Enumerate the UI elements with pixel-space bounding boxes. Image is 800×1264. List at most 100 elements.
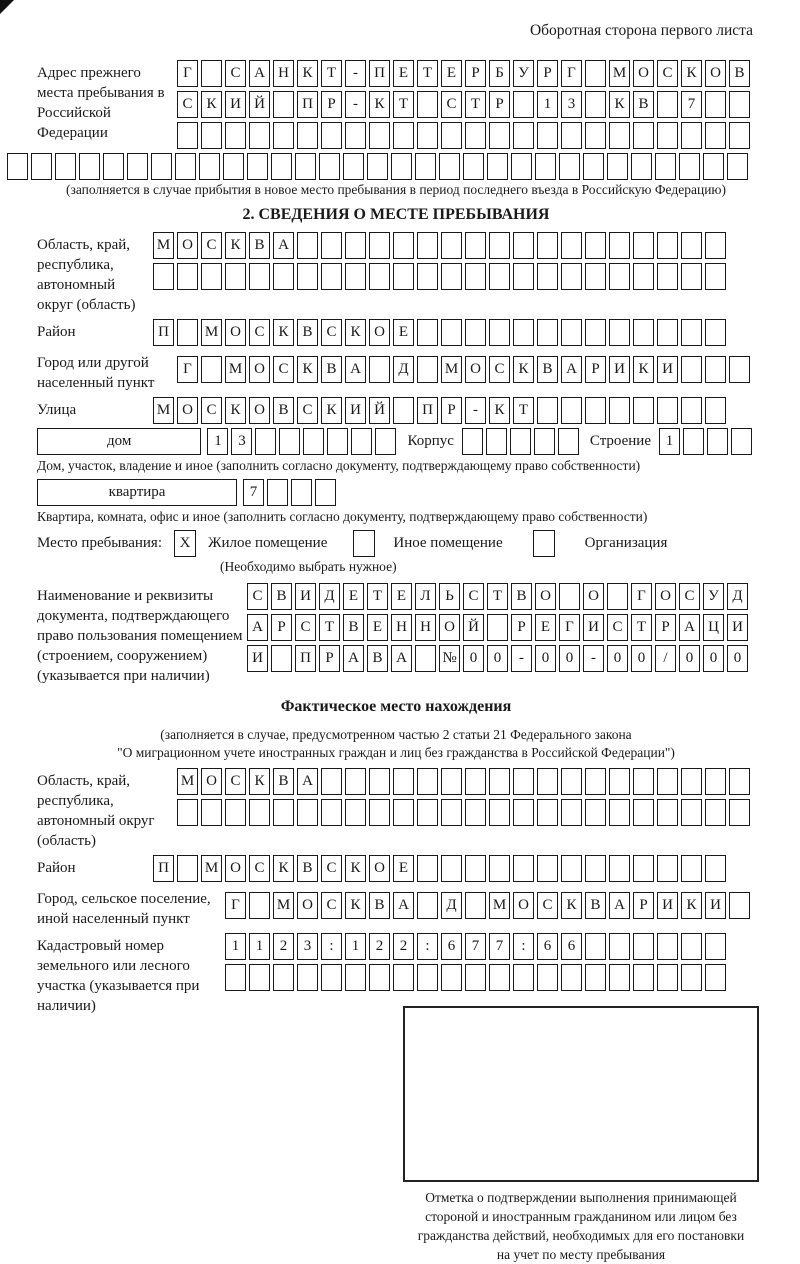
char-box: К <box>297 60 318 87</box>
char-box <box>417 91 438 118</box>
stamp-caption-line-4: на учет по месту пребывания <box>496 1247 666 1262</box>
char-box <box>417 356 438 383</box>
actual-location-note-2: "О миграционном учете иностранных гражда… <box>117 745 675 760</box>
char-box: 6 <box>441 933 462 960</box>
char-box <box>731 428 752 455</box>
char-box: О <box>369 319 390 346</box>
char-box <box>273 964 294 991</box>
char-box: И <box>609 356 630 383</box>
char-box: К <box>273 855 294 882</box>
char-box: В <box>511 583 532 610</box>
char-box: О <box>177 397 198 424</box>
char-box: С <box>657 60 678 87</box>
char-box <box>417 232 438 259</box>
char-box: В <box>367 645 388 672</box>
char-box: С <box>249 855 270 882</box>
char-box: К <box>297 356 318 383</box>
document-row-3: И П Р А В А № 0 0-0 0-0 0/0 0 0 <box>247 645 751 672</box>
char-box <box>417 799 438 826</box>
char-box: П <box>297 91 318 118</box>
char-box: И <box>727 614 748 641</box>
char-box <box>705 933 726 960</box>
char-box: Р <box>655 614 676 641</box>
char-box: Н <box>273 60 294 87</box>
char-box: К <box>345 319 366 346</box>
char-box: М <box>225 356 246 383</box>
char-box <box>537 397 558 424</box>
char-box: - <box>583 645 604 672</box>
char-box <box>657 122 678 149</box>
stay-type-checkbox-residential: X <box>174 530 196 557</box>
char-box: С <box>679 583 700 610</box>
char-box: В <box>273 397 294 424</box>
char-box <box>393 122 414 149</box>
char-box: С <box>537 892 558 919</box>
char-box <box>729 799 750 826</box>
street-label: Улица <box>37 402 77 418</box>
stroenie-boxes: 1 <box>659 428 755 455</box>
char-box <box>633 855 654 882</box>
stay-type-option-organization: Организация <box>584 535 668 551</box>
char-box: 1 <box>659 428 680 455</box>
char-box <box>655 153 676 180</box>
char-box <box>609 768 630 795</box>
char-box: Б <box>489 60 510 87</box>
char-box <box>705 397 726 424</box>
char-box <box>393 964 414 991</box>
char-box: В <box>633 91 654 118</box>
char-box <box>561 122 582 149</box>
city-label: Город или другой населенный пункт <box>37 355 155 391</box>
actual-region-field: Область, край, республика, автономный ок… <box>37 768 755 851</box>
char-box <box>657 768 678 795</box>
char-box <box>465 799 486 826</box>
char-box <box>465 319 486 346</box>
char-box <box>417 122 438 149</box>
char-box: К <box>273 319 294 346</box>
char-box: В <box>297 319 318 346</box>
char-box <box>729 122 750 149</box>
char-box: Е <box>441 60 462 87</box>
char-box: С <box>225 768 246 795</box>
char-box <box>513 964 534 991</box>
char-box <box>225 799 246 826</box>
char-box: И <box>705 892 726 919</box>
char-box <box>465 263 486 290</box>
char-box <box>489 122 510 149</box>
char-box <box>707 428 728 455</box>
char-box: : <box>513 933 534 960</box>
char-box <box>633 263 654 290</box>
char-box <box>31 153 52 180</box>
char-box: О <box>705 60 726 87</box>
char-box: В <box>249 232 270 259</box>
char-box: О <box>369 855 390 882</box>
house-widebox: дом <box>37 428 202 455</box>
char-box: И <box>295 583 316 610</box>
char-box <box>177 799 198 826</box>
char-box: В <box>369 892 390 919</box>
char-box <box>321 263 342 290</box>
char-box <box>585 232 606 259</box>
char-box: Е <box>343 583 364 610</box>
region-row-2 <box>153 263 729 290</box>
char-box: В <box>537 356 558 383</box>
char-box <box>393 397 414 424</box>
char-box: И <box>225 91 246 118</box>
char-box: 1 <box>345 933 366 960</box>
document-label: Наименование и реквизиты документа, подт… <box>37 588 243 684</box>
char-box: Т <box>367 583 388 610</box>
char-box: Р <box>319 645 340 672</box>
char-box: 0 <box>679 645 700 672</box>
char-box <box>417 263 438 290</box>
char-box <box>657 397 678 424</box>
char-box: О <box>225 855 246 882</box>
char-box: И <box>583 614 604 641</box>
char-box <box>681 263 702 290</box>
cadastral-row-2 <box>225 964 729 991</box>
char-box <box>273 122 294 149</box>
char-box <box>465 768 486 795</box>
char-box <box>585 91 606 118</box>
